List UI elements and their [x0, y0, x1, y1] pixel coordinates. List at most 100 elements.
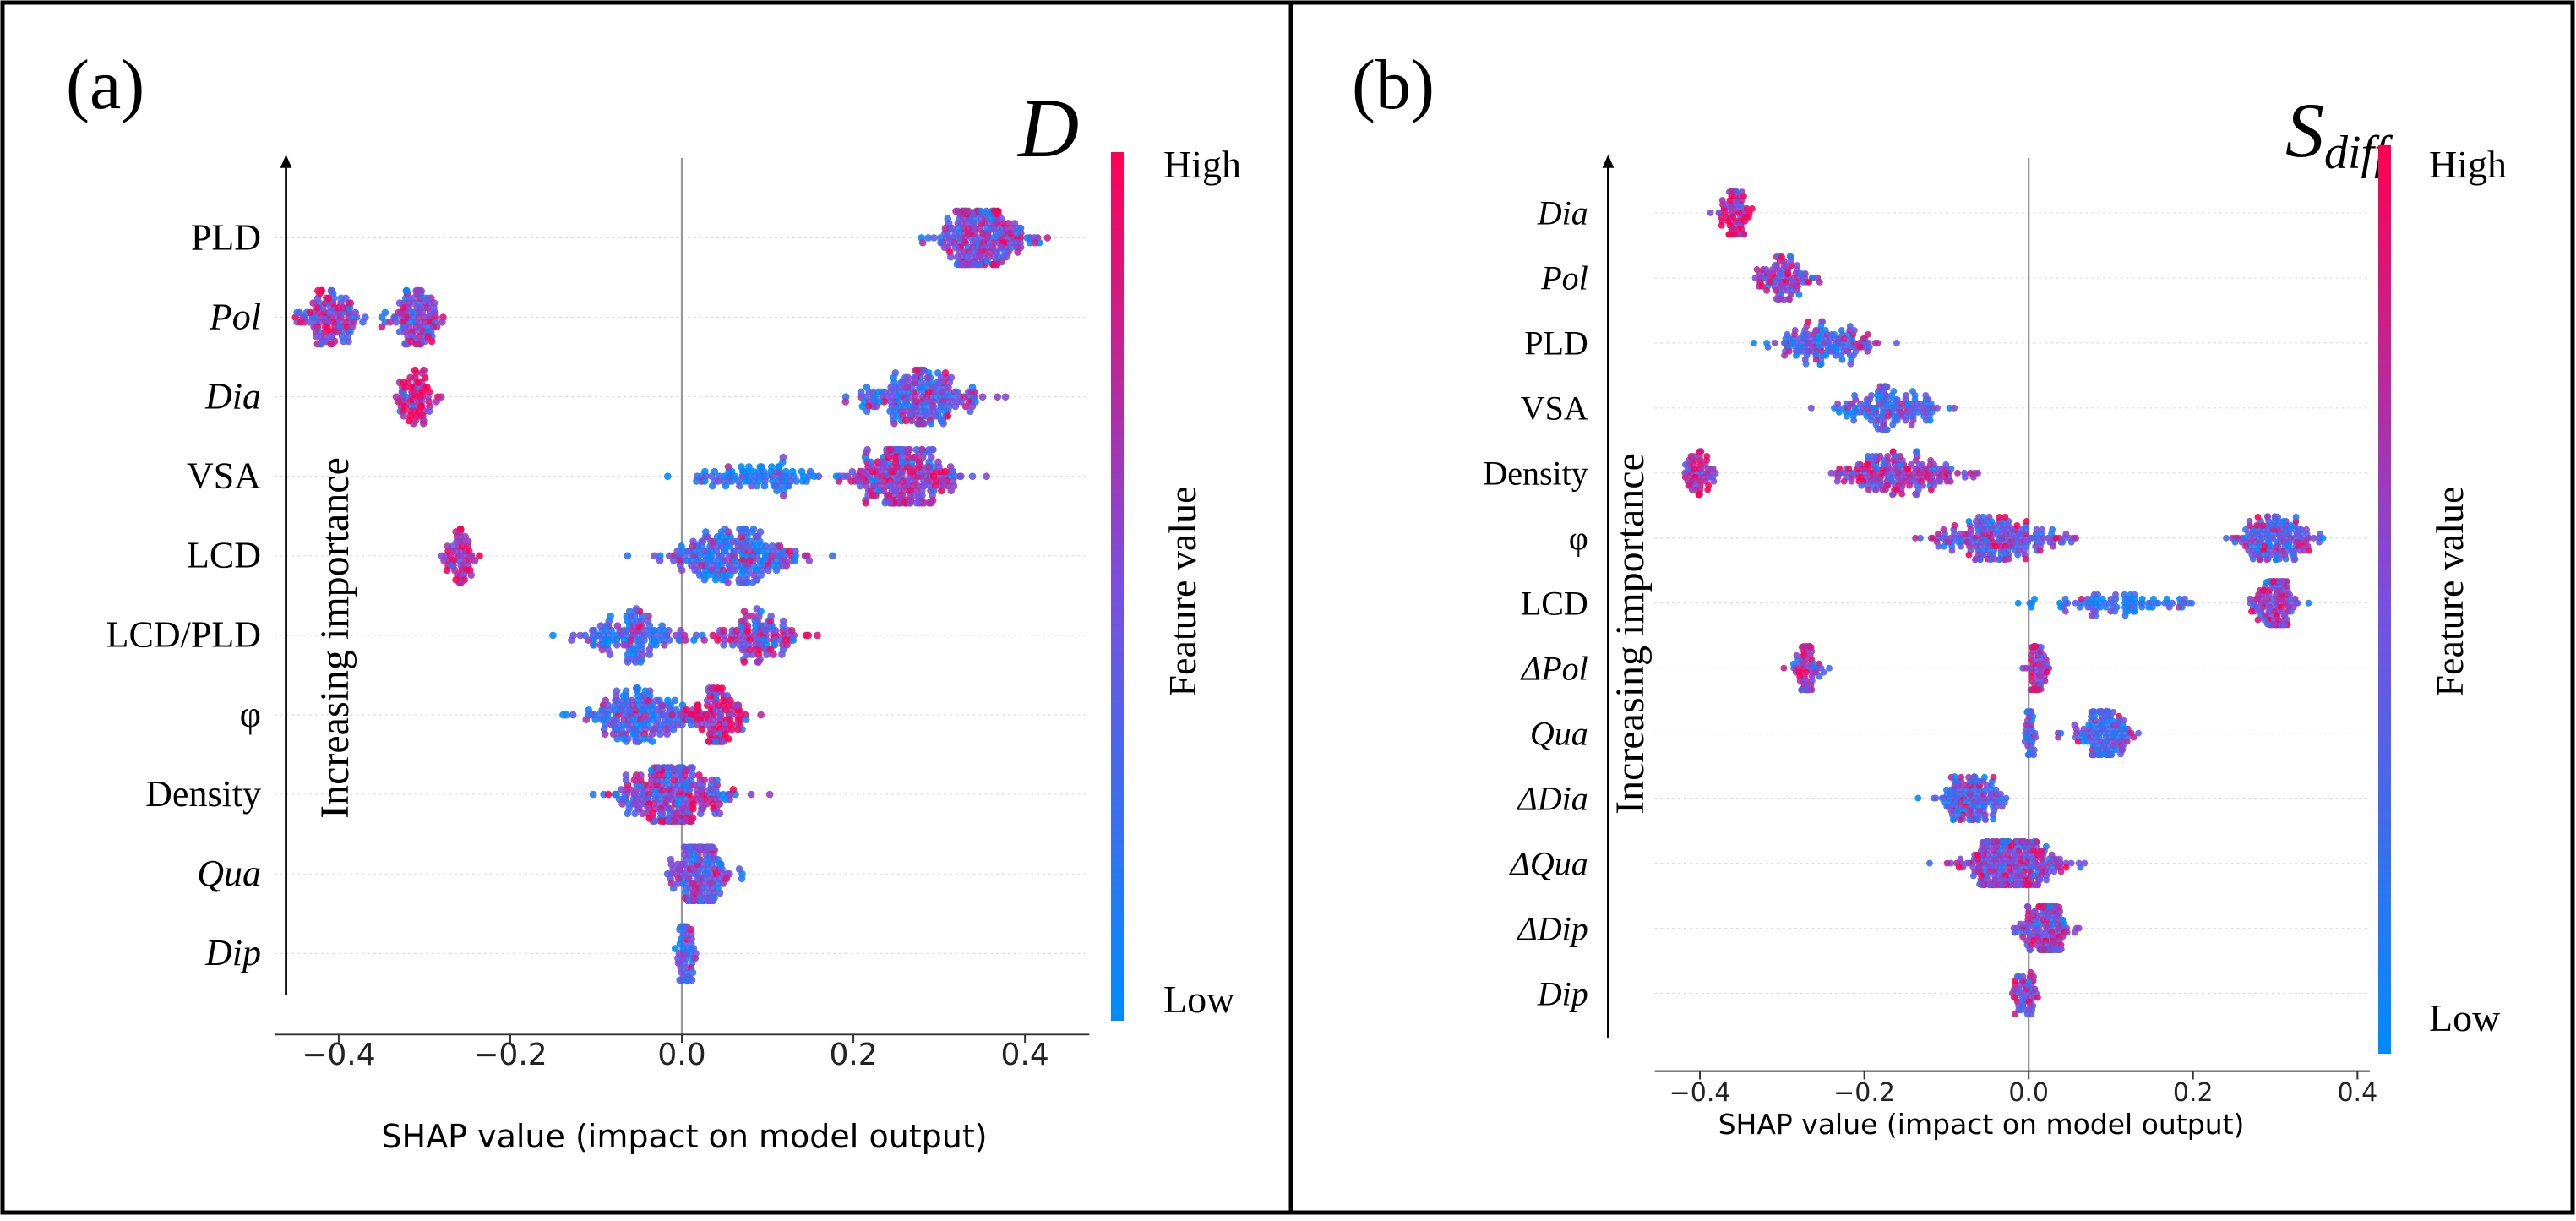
shap-point: [2014, 599, 2022, 607]
shap-point: [776, 542, 784, 550]
shap-point: [2028, 603, 2035, 611]
shap-point: [381, 308, 389, 317]
shap-point: [1800, 331, 1807, 338]
feature-swarm: [291, 286, 447, 348]
shap-point: [802, 631, 810, 640]
shap-point: [1856, 343, 1864, 351]
shap-point: [1802, 360, 1810, 368]
shap-point: [711, 467, 719, 476]
shap-point: [1917, 400, 1925, 407]
shap-point: [767, 612, 775, 620]
shap-point: [891, 445, 900, 454]
colorbar-gradient-b: [2378, 145, 2391, 1054]
shap-point: [702, 528, 710, 536]
shap-point: [2112, 746, 2120, 754]
shap-point: [2083, 595, 2091, 602]
shap-point: [327, 332, 335, 341]
shap-point: [739, 578, 747, 586]
shap-point: [805, 557, 814, 564]
shap-point: [2085, 721, 2093, 728]
shap-point: [710, 537, 717, 546]
shap-point: [988, 215, 996, 223]
shap-point: [2071, 721, 2078, 728]
shap-point: [1992, 803, 2000, 810]
shap-point: [1969, 538, 1976, 546]
shap-point: [634, 738, 643, 745]
shap-point: [950, 482, 958, 490]
shap-point: [720, 640, 727, 649]
shap-point: [918, 445, 927, 454]
shap-point: [2057, 538, 2065, 546]
shap-point: [627, 612, 635, 620]
shap-point: [1985, 799, 1991, 806]
shap-point: [738, 463, 745, 471]
shap-point: [1921, 465, 1929, 472]
shap-point: [690, 781, 698, 789]
shap-point: [401, 340, 410, 348]
shap-point: [1953, 777, 1961, 785]
shap-point: [2263, 578, 2270, 586]
shap-point: [2080, 738, 2088, 745]
shap-point: [694, 701, 702, 709]
shap-point: [449, 547, 456, 555]
shap-point: [1786, 296, 1794, 303]
shap-point: [792, 477, 800, 485]
shap-point: [568, 636, 575, 644]
shap-point: [712, 738, 720, 745]
shap-point: [947, 373, 956, 382]
shap-point: [1748, 205, 1756, 212]
shap-point: [1707, 465, 1715, 472]
shap-point: [801, 552, 809, 560]
shap-point: [1931, 461, 1938, 468]
shap-point: [886, 445, 895, 454]
shap-point: [663, 696, 672, 705]
shap-point: [2123, 738, 2131, 745]
shap-point: [700, 636, 708, 644]
shap-point: [2256, 556, 2263, 564]
shap-point: [1767, 270, 1774, 277]
shap-point: [1835, 408, 1843, 416]
shap-point: [1876, 383, 1884, 390]
shap-point: [590, 640, 598, 649]
feature-swarm: [671, 923, 700, 984]
shap-point: [1796, 335, 1803, 342]
feature-swarm: [2008, 968, 2041, 1018]
shap-point: [1957, 855, 1964, 863]
shap-point: [2033, 941, 2040, 949]
shap-point: [757, 711, 765, 719]
shap-point: [2188, 599, 2195, 607]
shap-point: [2024, 751, 2032, 759]
shap-point: [1810, 660, 1817, 668]
shap-point: [699, 804, 707, 813]
shap-point: [2023, 721, 2030, 728]
feature-label: ΔDia: [1516, 779, 1588, 817]
shap-point: [1920, 482, 1926, 489]
shap-point: [1791, 282, 1799, 290]
shap-point: [705, 786, 714, 793]
shap-point: [990, 207, 999, 215]
shap-point: [902, 417, 910, 425]
shap-point: [740, 608, 749, 615]
shap-point: [2031, 595, 2038, 602]
shap-point: [1976, 777, 1984, 785]
shap-point: [749, 578, 757, 586]
shap-point: [1996, 556, 2003, 564]
shap-point: [725, 552, 733, 560]
shap-point: [305, 318, 313, 326]
feature-label: Pol: [1540, 259, 1588, 297]
shap-point: [2099, 595, 2106, 602]
shap-point: [2287, 521, 2295, 529]
feature-swarm: [1681, 448, 1981, 499]
shap-point: [1751, 274, 1759, 281]
shap-point: [885, 499, 894, 507]
shap-point: [632, 771, 640, 779]
shap-point: [946, 253, 955, 261]
shap-point: [2131, 608, 2138, 615]
shap-point: [1778, 253, 1786, 261]
shap-point: [829, 552, 836, 560]
shap-point: [760, 482, 769, 490]
shap-point: [1969, 872, 1977, 880]
shap-point: [890, 419, 898, 428]
feature-swarm: [1751, 318, 1900, 368]
shap-point: [994, 393, 1002, 401]
